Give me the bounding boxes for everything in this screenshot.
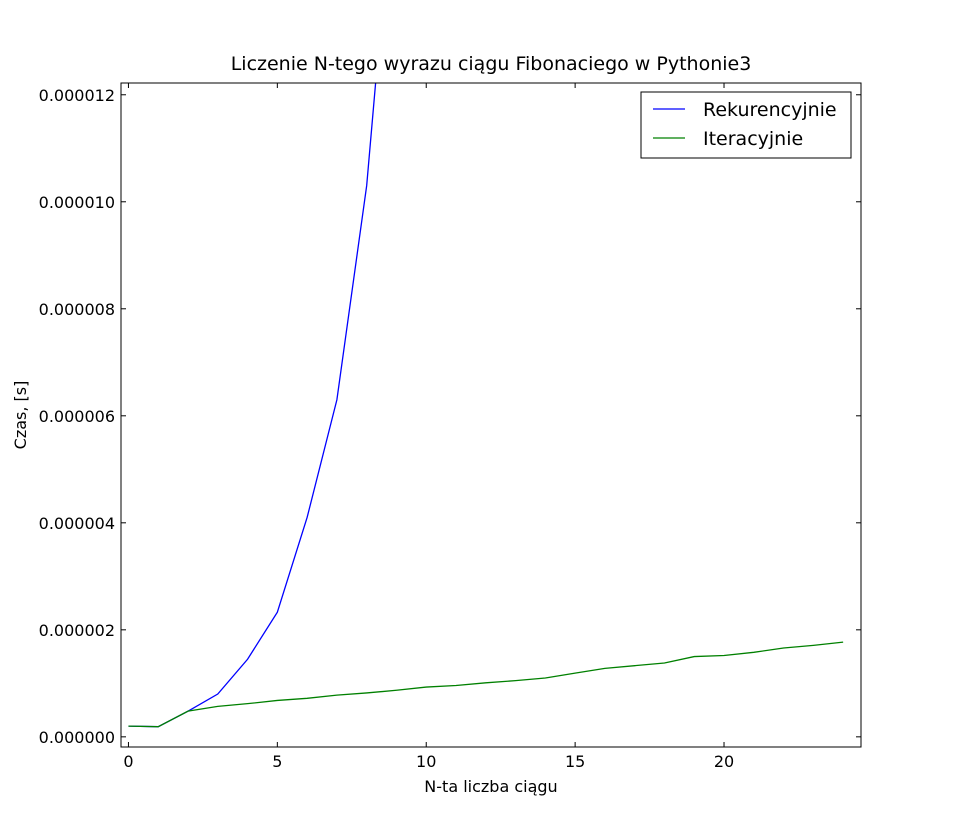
y-tick-label: 0.000010: [39, 193, 115, 212]
x-tick-label: 5: [272, 752, 282, 771]
legend-label: Iteracyjnie: [703, 128, 803, 150]
x-axis-label: N-ta liczba ciągu: [424, 777, 557, 796]
x-tick-label: 10: [416, 752, 436, 771]
y-tick-label: 0.000004: [39, 514, 115, 533]
plot-area: [128, 83, 844, 728]
legend-box: [640, 91, 852, 159]
series-line: [128, 641, 844, 728]
y-axis-label: Czas, [s]: [11, 381, 30, 450]
legend-label: Rekurencyjnie: [703, 99, 837, 121]
y-tick-label: 0.000006: [39, 407, 115, 426]
axes-frame: [120, 82, 862, 748]
y-tick-label: 0.000008: [39, 300, 115, 319]
y-tick-label: 0.000000: [39, 728, 115, 747]
x-tick-label: 0: [123, 752, 133, 771]
x-tick-label: 15: [565, 752, 585, 771]
chart-title: Liczenie N-tego wyrazu ciągu Fibonaciego…: [231, 53, 752, 75]
y-tick-label: 0.000012: [39, 86, 115, 105]
y-tick-label: 0.000002: [39, 621, 115, 640]
x-tick-label: 20: [714, 752, 734, 771]
